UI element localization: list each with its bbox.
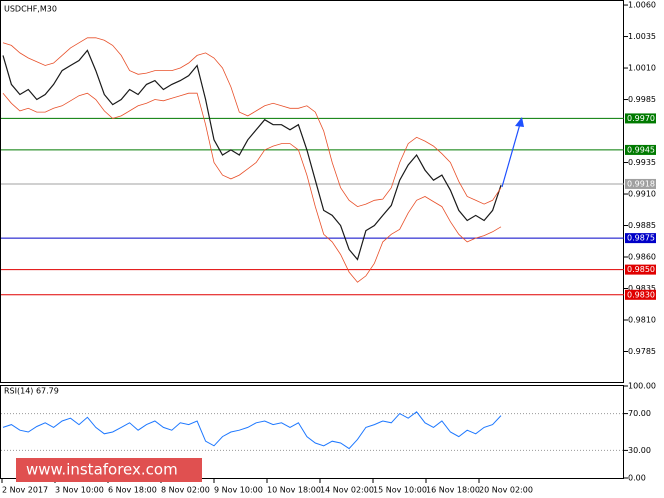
price-line	[2, 49, 502, 261]
level-label: 0.9945	[627, 145, 655, 154]
x-tick-label: 2 Nov 2017	[2, 486, 48, 495]
level-label-box	[625, 178, 656, 189]
level-label-box	[625, 113, 656, 124]
level-label: 0.9918	[627, 179, 655, 188]
level-label: 0.9875	[627, 234, 655, 243]
price-line	[2, 92, 502, 283]
y-tick-label: 0.9985	[628, 95, 656, 104]
rsi-label: RSI(14) 67.79	[4, 387, 59, 396]
rsi-tick-label: 100.00	[628, 382, 656, 391]
x-tick-label: 16 Nov 18:00	[426, 486, 480, 495]
chart-title: USDCHF,M30	[4, 5, 57, 14]
x-tick-label: 8 Nov 02:00	[161, 486, 210, 495]
y-tick-label: 1.0010	[628, 64, 656, 73]
level-label: 0.9850	[627, 265, 655, 274]
x-tick-label: 15 Nov 10:00	[373, 486, 427, 495]
y-tick-label: 0.9785	[628, 347, 656, 356]
level-label-box	[625, 144, 656, 155]
forecast-arrow	[501, 123, 521, 188]
arrow-head	[515, 117, 524, 127]
x-tick-label: 10 Nov 18:00	[267, 486, 321, 495]
watermark-box	[16, 458, 202, 482]
rsi-panel	[0, 385, 624, 479]
rsi-tick-label: 0.00	[628, 474, 646, 483]
x-tick-label: 14 Nov 02:00	[320, 486, 374, 495]
y-tick-label: 0.9835	[628, 284, 656, 293]
main-panel	[0, 0, 624, 383]
y-tick-label: 0.9935	[628, 158, 656, 167]
plot-layer: 1.0060 1.0035 1.0010 0.9985 0.9935 0.9910 0.98…	[1, 1, 656, 495]
y-tick-label: 1.0060	[628, 1, 656, 10]
x-tick-label: 20 Nov 02:00	[479, 486, 533, 495]
y-tick-label: 0.9885	[628, 221, 656, 230]
level-label: 0.9970	[627, 114, 655, 123]
level-label: 0.9830	[627, 290, 655, 299]
rsi-tick-label: 30.00	[628, 446, 651, 455]
level-label-box	[625, 233, 656, 244]
level-label-box	[625, 264, 656, 275]
watermark: www.instaforex.com	[26, 461, 178, 479]
y-tick-label: 0.9860	[628, 253, 656, 262]
price-line	[2, 37, 502, 208]
x-tick-label: 6 Nov 18:00	[108, 486, 157, 495]
level-label-box	[625, 289, 656, 300]
rsi-line	[2, 411, 502, 450]
x-tick-label: 9 Nov 10:00	[214, 486, 263, 495]
x-tick-label: 3 Nov 10:00	[55, 486, 104, 495]
y-tick-label: 0.9910	[628, 190, 656, 199]
y-tick-label: 1.0035	[628, 32, 656, 41]
rsi-tick-label: 70.00	[628, 409, 651, 418]
y-tick-label: 0.9810	[628, 316, 656, 325]
